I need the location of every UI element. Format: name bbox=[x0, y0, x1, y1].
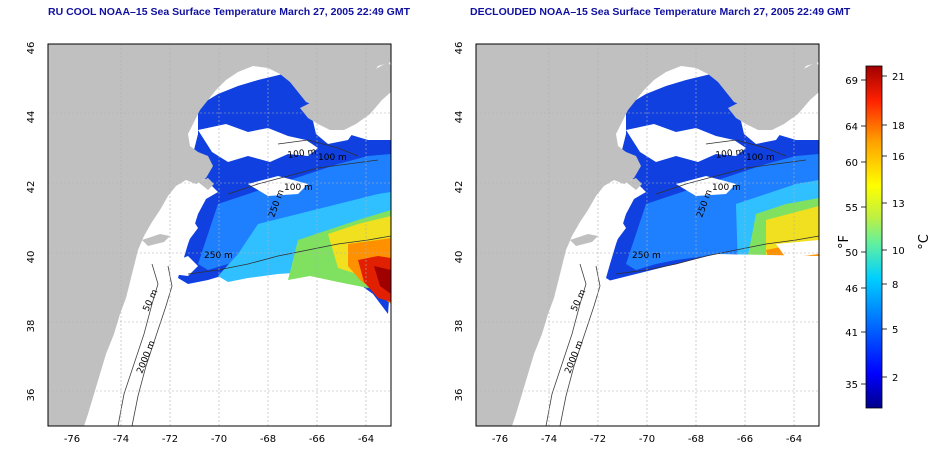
colorbar-c-label: °C bbox=[917, 234, 932, 250]
colorbar-f-tick: 46 bbox=[845, 284, 858, 295]
y-axis-labels: 46 44 42 40 38 36 bbox=[26, 42, 37, 402]
colorbar-f-tick: 60 bbox=[845, 158, 858, 169]
x-tick-label: -72 bbox=[162, 434, 178, 445]
colorbar-c-ticks: 21 18 16 13 10 8 5 2 bbox=[892, 72, 905, 384]
y-axis-labels: 46 44 42 40 38 36 bbox=[454, 42, 465, 402]
x-tick-label: -68 bbox=[260, 434, 276, 445]
y-tick-label: 38 bbox=[454, 320, 465, 333]
map-title-raw: RU COOL NOAA–15 Sea Surface Temperature … bbox=[48, 6, 411, 18]
contour-label: 100 m bbox=[712, 183, 741, 193]
colorbar-f-tick: 69 bbox=[845, 76, 858, 87]
grid-lines bbox=[48, 44, 391, 426]
contour-label: 100 m bbox=[287, 147, 317, 161]
colorbar-f-label: °F bbox=[837, 235, 852, 249]
y-tick-label: 40 bbox=[454, 251, 465, 264]
grid-lines bbox=[476, 44, 819, 426]
x-tick-label: -74 bbox=[113, 434, 129, 445]
y-tick-label: 42 bbox=[454, 181, 465, 194]
contour-label: 100 m bbox=[284, 183, 313, 193]
colorbar-f-tick: 35 bbox=[845, 380, 858, 391]
colorbar-c-tick: 18 bbox=[892, 121, 905, 132]
x-tick-label: -66 bbox=[737, 434, 753, 445]
colorbar-gradient bbox=[865, 65, 883, 409]
contour-label: 100 m bbox=[715, 147, 745, 161]
map-panel-declouded: 100 m 100 m 100 m 250 m 250 m 50 m 2000 … bbox=[454, 42, 820, 445]
y-tick-label: 44 bbox=[26, 111, 37, 124]
y-tick-label: 44 bbox=[454, 111, 465, 124]
x-tick-label: -64 bbox=[358, 434, 374, 445]
y-tick-label: 42 bbox=[26, 181, 37, 194]
map-panel-raw: 100 m 100 m 100 m 250 m 250 m 50 m 2000 … bbox=[26, 42, 392, 445]
colorbar-c-tick: 16 bbox=[892, 152, 905, 163]
colorbar-f-ticks: 69 64 60 55 50 46 41 35 bbox=[845, 76, 858, 391]
colorbar-f-tick: 50 bbox=[845, 248, 858, 259]
y-tick-label: 36 bbox=[454, 389, 465, 402]
y-tick-label: 46 bbox=[454, 42, 465, 55]
colorbar-c-tick: 5 bbox=[892, 325, 898, 336]
y-tick-label: 38 bbox=[26, 320, 37, 333]
colorbar: 69 64 60 55 50 46 41 35 21 18 16 13 10 8… bbox=[837, 65, 932, 409]
colorbar-f-tick: 55 bbox=[845, 203, 858, 214]
x-tick-label: -70 bbox=[211, 434, 227, 445]
x-tick-label: -72 bbox=[590, 434, 606, 445]
x-tick-label: -66 bbox=[309, 434, 325, 445]
colorbar-f-tick: 64 bbox=[845, 122, 858, 133]
x-tick-label: -76 bbox=[64, 434, 80, 445]
x-axis-labels: -76 -74 -72 -70 -68 -66 -64 bbox=[64, 434, 374, 445]
contour-label: 100 m bbox=[318, 153, 347, 163]
colorbar-f-tick: 41 bbox=[845, 328, 858, 339]
y-tick-label: 36 bbox=[26, 389, 37, 402]
contour-label: 250 m bbox=[632, 251, 661, 261]
x-tick-label: -64 bbox=[786, 434, 802, 445]
colorbar-c-tick: 8 bbox=[892, 280, 898, 291]
map-title-declouded: DECLOUDED NOAA–15 Sea Surface Temperatur… bbox=[470, 6, 851, 18]
contour-label: 100 m bbox=[746, 153, 775, 163]
colorbar-c-tick: 10 bbox=[892, 246, 905, 257]
x-tick-label: -76 bbox=[492, 434, 508, 445]
colorbar-c-tick: 13 bbox=[892, 199, 905, 210]
x-tick-label: -70 bbox=[639, 434, 655, 445]
x-axis-labels: -76 -74 -72 -70 -68 -66 -64 bbox=[492, 434, 802, 445]
y-tick-label: 40 bbox=[26, 251, 37, 264]
contour-label: 250 m bbox=[204, 251, 233, 261]
colorbar-c-tick: 2 bbox=[892, 373, 898, 384]
y-tick-label: 46 bbox=[26, 42, 37, 55]
colorbar-c-tick: 21 bbox=[892, 72, 905, 83]
x-tick-label: -74 bbox=[541, 434, 557, 445]
x-tick-label: -68 bbox=[688, 434, 704, 445]
